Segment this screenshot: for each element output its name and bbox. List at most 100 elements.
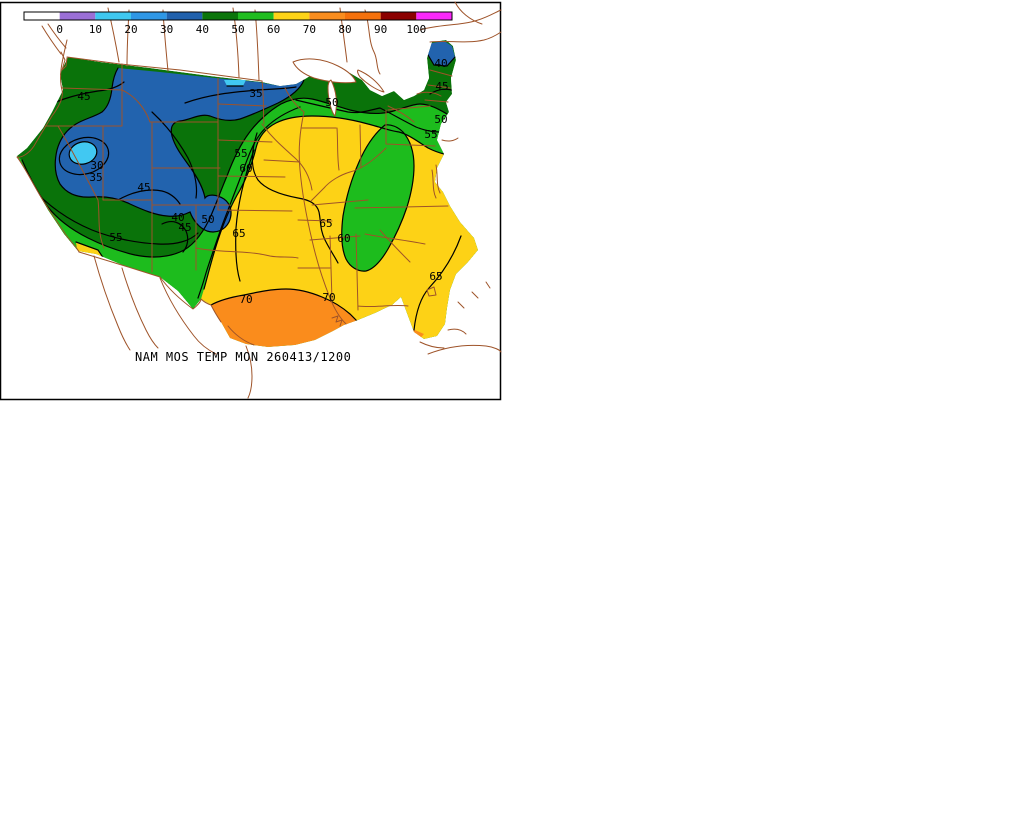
map-caption: NAM MOS TEMP MON 260413/1200 — [135, 350, 351, 364]
colorbar-tick-label: 100 — [406, 23, 426, 36]
map-svg: 0 10 20 30 40 50 60 70 80 90 100 45 355040455055303… — [0, 1, 502, 401]
colorbar-tick-label: 50 — [231, 23, 244, 36]
temperature-fill-layer — [17, 40, 478, 347]
colorbar-segment — [95, 12, 132, 20]
contour-value-label: 65 — [319, 217, 332, 230]
colorbar-segment — [416, 12, 453, 20]
vancouver-island — [41, 23, 67, 55]
colorbar-tick-label: 40 — [196, 23, 209, 36]
bahamas — [447, 281, 491, 335]
contour-45-line-newmexico — [161, 221, 189, 253]
colorbar-outline — [23, 11, 453, 21]
lake-michigan — [327, 79, 337, 117]
contour-value-label: 45 — [77, 90, 90, 103]
contour-value-label: 55 — [424, 128, 437, 141]
state-borders-south — [309, 199, 449, 311]
state-borders-plains — [195, 80, 299, 259]
canada-province-lines — [107, 7, 381, 81]
mexico-gulf-coast — [159, 277, 253, 399]
colorbar-tick-label: 80 — [338, 23, 351, 36]
contour-value-label: 35 — [89, 171, 102, 184]
contour-35-line-rockies — [151, 111, 198, 199]
contour-value-label: 45 — [137, 181, 150, 194]
colorbar-tick-labels: 0 10 20 30 40 50 60 70 80 90 100 — [56, 23, 426, 36]
contour-value-label: 40 — [434, 57, 447, 70]
colorbar-segment — [24, 12, 60, 20]
contour-value-label: 50 — [434, 113, 447, 126]
lake-ontario — [416, 91, 442, 97]
puget-sound — [60, 51, 68, 71]
contour-30-line — [68, 141, 98, 165]
pacific-coastline — [16, 39, 80, 253]
contour-65-line-southeast — [413, 235, 462, 331]
colorbar — [23, 11, 453, 21]
state-borders-east — [385, 69, 453, 147]
contour-value-label: 55 — [109, 231, 122, 244]
small-lake-okeechobee — [426, 286, 437, 297]
contour-65-line-texas — [235, 149, 255, 282]
colorbar-tick-label: 70 — [303, 23, 316, 36]
contour-70-line — [210, 288, 359, 323]
state-borders-west — [44, 63, 231, 273]
contour-value-label: 60 — [239, 162, 252, 175]
contour-value-label: 60 — [337, 232, 350, 245]
canada-border — [66, 56, 263, 82]
lake-huron — [357, 69, 385, 93]
contour-value-label: 50 — [201, 213, 214, 226]
colorbar-segment — [273, 12, 310, 20]
colorbar-tick-label: 0 — [56, 23, 63, 36]
colorbar-segment — [345, 12, 381, 20]
ohio-river — [310, 147, 387, 202]
region-cold-maine — [427, 41, 455, 66]
contour-60-line — [203, 115, 445, 290]
region-cold-west — [55, 68, 304, 232]
cuba-coast — [427, 344, 502, 355]
lake-superior — [292, 58, 357, 84]
contour-55-line-southwest — [29, 185, 199, 245]
missouri-river — [261, 123, 313, 191]
chesapeake-bay — [431, 164, 441, 199]
rio-grande — [159, 276, 222, 323]
colorbar-segment — [238, 12, 274, 20]
canada-east-coast — [419, 1, 502, 43]
baja-california — [93, 255, 159, 351]
contour-value-label: 55 — [234, 147, 247, 160]
contour-value-label: 40 — [171, 211, 184, 224]
mississippi-delta — [331, 315, 343, 327]
contour-value-label: 50 — [325, 96, 338, 109]
colorbar-segment — [202, 12, 239, 20]
colorbar-tick-label: 10 — [89, 23, 102, 36]
contour-40-line — [54, 67, 305, 233]
colorbar-segment — [380, 12, 417, 20]
contour-45-line-utah — [117, 189, 181, 205]
contour-value-label: 35 — [249, 87, 262, 100]
geography-layer — [16, 1, 502, 399]
region-coldest-border-sliver — [224, 80, 246, 86]
florida-keys — [419, 341, 445, 349]
contour-value-label: 30 — [90, 159, 103, 172]
contour-value-label: 65 — [232, 227, 245, 240]
contour-35-line-nevada — [58, 136, 110, 176]
colorbar-segment — [309, 12, 346, 20]
contour-value-label: 45 — [178, 221, 191, 234]
contour-45-line-oregon — [45, 81, 125, 108]
colorbar-tick-label: 90 — [374, 23, 387, 36]
colorbar-segment — [166, 12, 203, 20]
state-borders-midwest — [263, 87, 362, 269]
contour-value-label: 45 — [435, 80, 448, 93]
colorbar-segment — [131, 12, 167, 20]
lake-erie — [387, 105, 415, 123]
contour-60-line-appalachia — [341, 124, 415, 272]
colorbar-tick-label: 20 — [124, 23, 137, 36]
colorbar-segment — [59, 12, 96, 20]
texas-lagoon — [227, 325, 255, 346]
colorbar-tick-label: 30 — [160, 23, 173, 36]
region-hot-gulf — [211, 289, 358, 347]
contour-55-line-plains — [197, 106, 301, 299]
colorbar-tick-label: 60 — [267, 23, 280, 36]
contour-value-label: 70 — [322, 291, 335, 304]
contour-value-label: 65 — [429, 270, 442, 283]
long-island — [441, 137, 459, 142]
